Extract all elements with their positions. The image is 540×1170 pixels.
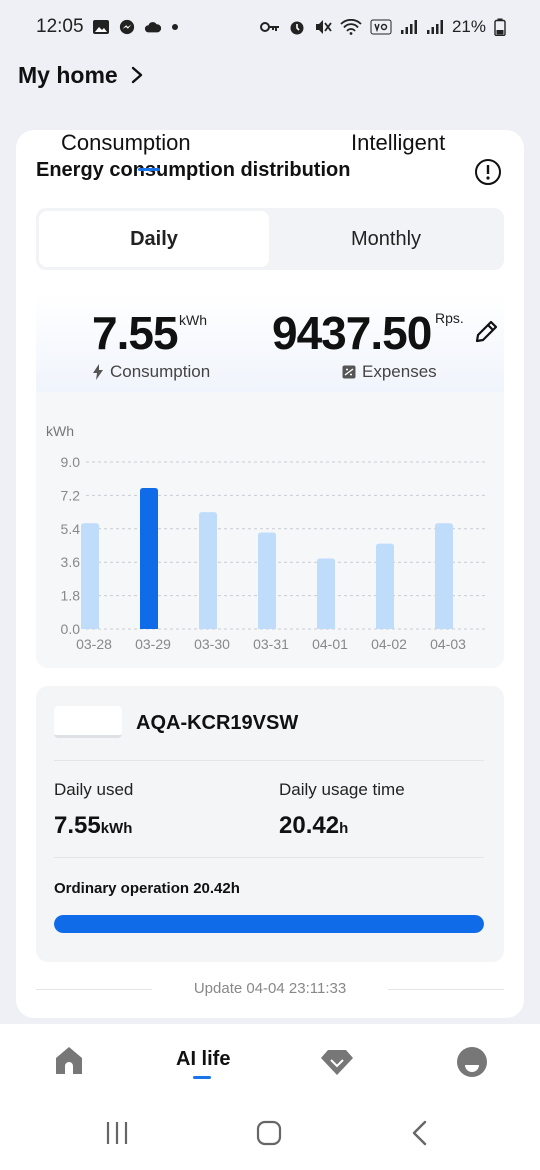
device-divider-bottom — [54, 857, 484, 858]
section-title: Energy consumption distribution — [36, 160, 351, 181]
energy-card: Consumption Intelligent Energy consumpti… — [16, 130, 524, 1018]
update-line-left — [36, 989, 152, 990]
nav-active-indicator — [193, 1076, 211, 1079]
update-line-right — [388, 989, 504, 990]
daily-used-value: 7.55 — [54, 812, 101, 839]
status-right: 21% — [259, 17, 506, 37]
dot-icon — [171, 24, 178, 30]
home-title: My home — [18, 61, 118, 88]
x-tick-label: 03-30 — [194, 636, 230, 652]
bar-04-03 — [435, 523, 453, 629]
wifi-icon — [340, 19, 362, 35]
gallery-icon — [92, 20, 109, 34]
bottom-nav: AI life — [0, 1024, 540, 1102]
info-icon[interactable] — [474, 158, 502, 186]
x-tick-label: 04-01 — [312, 636, 348, 652]
cloud-icon — [144, 22, 161, 33]
profile-nav-icon[interactable] — [456, 1046, 488, 1078]
operation-progress-fill — [54, 915, 484, 933]
back-icon[interactable] — [410, 1120, 430, 1146]
monthly-button[interactable]: Monthly — [350, 227, 422, 250]
status-left: 12:05 — [36, 16, 180, 38]
volte-icon — [370, 19, 392, 35]
daily-used-value-wrap: 7.55kWh — [54, 812, 132, 840]
x-tick-label: 03-28 — [76, 636, 112, 652]
top-tabs: Consumption Intelligent — [16, 130, 524, 166]
y-tick-label: 9.0 — [61, 454, 81, 470]
summary-panel: 7.55 kWh Consumption 9437.50 Rps. Expens… — [36, 292, 504, 404]
chart-area: kWh 0.0 1.8 3.6 5.4 7.2 9.0 03-28 03-29 03-30 03-3… — [36, 392, 504, 668]
alarm-icon — [290, 21, 304, 35]
bar-04-01 — [317, 558, 335, 629]
bar-03-31 — [258, 532, 276, 629]
consumption-bar-chart: kWh 0.0 1.8 3.6 5.4 7.2 9.0 03-28 03-29 03-30 03-3… — [46, 423, 486, 652]
signal-icon-2 — [426, 20, 443, 34]
x-tick-label: 03-31 — [253, 636, 289, 652]
edit-icon[interactable] — [472, 318, 500, 346]
signal-icon-1 — [400, 20, 417, 34]
system-nav-bar — [0, 1102, 540, 1170]
x-tick-label: 04-03 — [430, 636, 466, 652]
device-divider-top — [54, 760, 484, 761]
recent-apps-icon[interactable] — [104, 1120, 130, 1146]
y-tick-label: 3.6 — [61, 554, 81, 570]
active-tab-indicator — [138, 168, 160, 171]
key-icon — [259, 22, 279, 32]
home-button-icon[interactable] — [256, 1120, 282, 1146]
messenger-icon — [119, 19, 134, 35]
y-tick-label: 5.4 — [61, 521, 81, 537]
tab-consumption[interactable]: Consumption — [61, 130, 191, 155]
status-time: 12:05 — [36, 16, 84, 37]
x-tick-label: 03-29 — [135, 636, 171, 652]
y-tick-label: 1.8 — [61, 588, 81, 604]
device-name: AQA-KCR19VSW — [136, 712, 299, 734]
nav-ai-life[interactable]: AI life — [176, 1048, 231, 1070]
bar-03-29 — [140, 487, 158, 629]
battery-icon — [494, 18, 506, 36]
usage-time-value-wrap: 20.42h — [279, 812, 348, 840]
daily-used-label: Daily used — [54, 780, 134, 799]
expenses-label-wrap: Expenses — [342, 362, 437, 382]
x-tick-label: 04-02 — [371, 636, 407, 652]
usage-time-unit: h — [339, 820, 349, 837]
consumption-label-wrap: Consumption — [92, 362, 210, 382]
air-conditioner-icon — [54, 706, 122, 738]
y-tick-label: 0.0 — [61, 621, 81, 637]
bar-03-30 — [199, 512, 217, 629]
diamond-nav-icon[interactable] — [320, 1048, 354, 1076]
expenses-value: 9437.50 — [272, 307, 432, 359]
usage-time-value: 20.42 — [279, 812, 340, 839]
consumption-label: Consumption — [110, 362, 211, 381]
period-switch: Daily Monthly — [36, 208, 504, 270]
chevron-right-icon — [131, 66, 142, 84]
daily-used-unit: kWh — [100, 820, 133, 837]
usage-time-label: Daily usage time — [279, 780, 405, 799]
y-axis-label: kWh — [46, 423, 74, 439]
home-selector[interactable]: My home — [18, 58, 144, 92]
operation-progress-track — [54, 915, 484, 933]
operation-text: Ordinary operation 20.42h — [54, 880, 240, 897]
y-tick-label: 7.2 — [61, 487, 81, 503]
daily-button[interactable]: Daily — [39, 211, 269, 267]
update-row: Update 04-04 23:11:33 — [36, 980, 504, 1000]
bar-04-02 — [376, 543, 394, 629]
home-nav-icon[interactable] — [54, 1044, 84, 1076]
consumption-unit: kWh — [179, 312, 207, 328]
tab-intelligent[interactable]: Intelligent — [351, 130, 446, 155]
battery-percent: 21% — [451, 17, 486, 36]
expenses-unit: Rps. — [435, 310, 464, 326]
consumption-value: 7.55 — [92, 307, 179, 359]
mute-icon — [315, 20, 332, 34]
device-card[interactable]: AQA-KCR19VSW Daily used 7.55kWh Daily us… — [36, 686, 504, 962]
expenses-label: Expenses — [362, 362, 437, 381]
bar-03-28 — [81, 523, 99, 629]
lightning-icon — [93, 364, 103, 380]
expenses-icon — [342, 365, 356, 379]
status-bar: 12:05 21% — [0, 0, 540, 54]
update-text: Update 04-04 23:11:33 — [193, 980, 347, 997]
